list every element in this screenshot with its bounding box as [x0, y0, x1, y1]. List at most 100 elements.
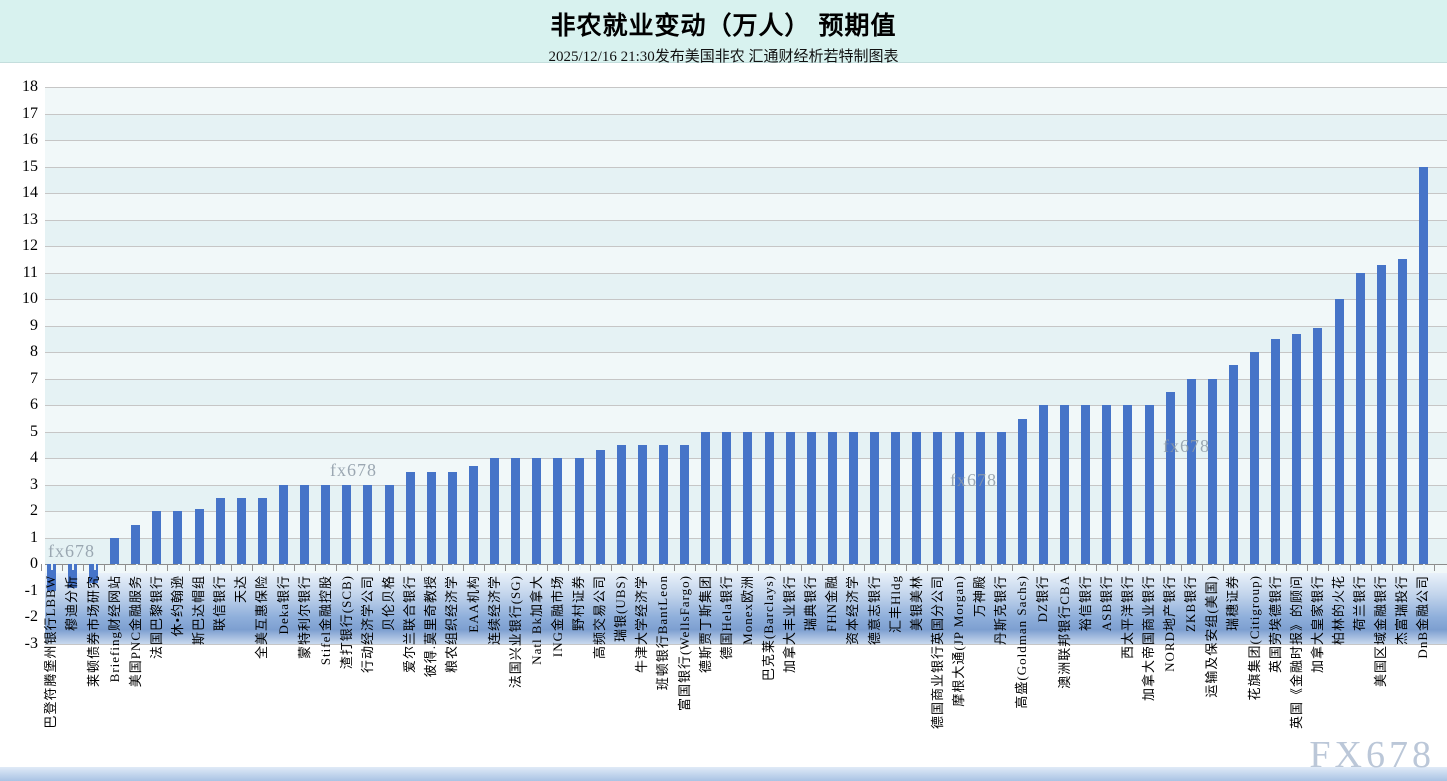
x-axis-tick — [758, 564, 760, 572]
gridline — [45, 193, 1447, 195]
x-axis-tick — [441, 564, 443, 572]
y-axis-label: 7 — [30, 369, 38, 387]
x-axis-center-tick — [895, 564, 898, 571]
y-axis-label: -3 — [24, 634, 38, 652]
bar — [469, 466, 478, 565]
y-axis-label: 3 — [30, 475, 38, 493]
zero-axis-line — [45, 564, 1447, 566]
x-axis-tick — [1370, 564, 1372, 572]
x-axis-tick — [1265, 564, 1267, 572]
plot-row-band — [45, 352, 1447, 379]
x-axis-tick — [188, 564, 190, 572]
x-axis-center-tick — [473, 564, 476, 571]
bar — [701, 431, 711, 565]
x-axis-center-tick — [1254, 564, 1257, 571]
x-axis-tick — [1349, 564, 1351, 572]
y-axis-label: 15 — [22, 157, 38, 175]
x-axis-tick — [1286, 564, 1288, 572]
x-axis-tick — [167, 564, 169, 572]
x-axis-center-tick — [1170, 564, 1173, 571]
x-axis-center-tick — [1191, 564, 1194, 571]
gridline — [45, 299, 1447, 301]
y-axis-label: 2 — [30, 502, 38, 520]
x-axis-tick — [885, 564, 887, 572]
x-axis-tick — [716, 564, 718, 572]
x-axis-tick — [589, 564, 591, 572]
x-axis-tick — [652, 564, 654, 572]
x-axis-center-tick — [389, 564, 392, 571]
bar — [236, 498, 246, 565]
plot-row-band — [45, 272, 1447, 300]
x-axis-center-tick — [705, 564, 708, 571]
x-axis-center-tick — [177, 564, 180, 571]
x-axis-center-tick — [241, 564, 244, 571]
x-axis-tick — [357, 564, 359, 572]
x-axis-center-tick — [1127, 564, 1130, 571]
x-axis-tick — [969, 564, 971, 572]
x-axis-tick — [82, 564, 84, 572]
x-axis-tick — [484, 564, 486, 572]
x-axis-center-tick — [452, 564, 455, 571]
x-axis-center-tick — [199, 564, 202, 571]
x-axis-tick — [399, 564, 401, 572]
gridline — [45, 272, 1447, 274]
bar — [257, 498, 267, 565]
plot-row-band — [45, 219, 1447, 247]
bar — [1334, 299, 1344, 565]
x-axis-tick — [61, 564, 63, 572]
watermark-fx678-small: fx678 — [1163, 436, 1210, 456]
chart-subtitle: 2025/12/16 21:30发布美国非农 汇通财经析若特制图表 — [548, 49, 899, 65]
chart-title: 非农就业变动（万人） 预期值 — [550, 12, 897, 40]
bar — [67, 564, 77, 589]
bar — [933, 431, 943, 565]
bar — [1017, 418, 1027, 565]
x-axis-center-tick — [769, 564, 772, 571]
bar — [553, 458, 563, 565]
bar — [722, 431, 732, 565]
x-axis-tick — [800, 564, 802, 572]
bar — [447, 471, 457, 565]
bar — [785, 431, 795, 565]
x-axis-center-tick — [51, 564, 54, 571]
gridline — [45, 352, 1447, 354]
bar — [637, 445, 647, 565]
x-axis-center-tick — [663, 564, 666, 571]
x-axis-center-tick — [1275, 564, 1278, 571]
x-axis-tick — [251, 564, 253, 572]
x-axis-center-tick — [916, 564, 919, 571]
x-axis-tick — [505, 564, 507, 572]
gridline — [45, 378, 1447, 380]
x-axis-tick — [1075, 564, 1077, 572]
x-axis-center-tick — [621, 564, 624, 571]
bar — [764, 431, 774, 565]
gridline — [45, 405, 1447, 407]
x-axis-center-tick — [410, 564, 413, 571]
bar — [1313, 328, 1323, 565]
bar — [321, 484, 331, 565]
plot-row-band — [45, 246, 1447, 273]
x-axis-center-tick — [1317, 564, 1320, 571]
x-axis-tick — [1054, 564, 1056, 572]
y-axis-label: 9 — [30, 316, 38, 334]
bar — [680, 445, 690, 565]
x-axis-center-tick — [515, 564, 518, 571]
x-axis-tick — [1138, 564, 1140, 572]
gridline — [45, 166, 1447, 168]
bar — [89, 564, 99, 583]
x-axis-tick — [420, 564, 422, 572]
plot-row-band — [45, 113, 1447, 141]
x-axis-center-tick — [93, 564, 96, 571]
bar — [806, 431, 816, 565]
x-axis-tick — [336, 564, 338, 572]
bar — [912, 431, 922, 565]
y-axis-label: 13 — [22, 210, 38, 228]
x-axis-center-tick — [937, 564, 940, 571]
y-axis-label: 8 — [30, 343, 38, 361]
x-axis-center-tick — [220, 564, 223, 571]
x-axis-center-tick — [304, 564, 307, 571]
x-axis-center-tick — [1001, 564, 1004, 571]
bar — [363, 484, 373, 565]
